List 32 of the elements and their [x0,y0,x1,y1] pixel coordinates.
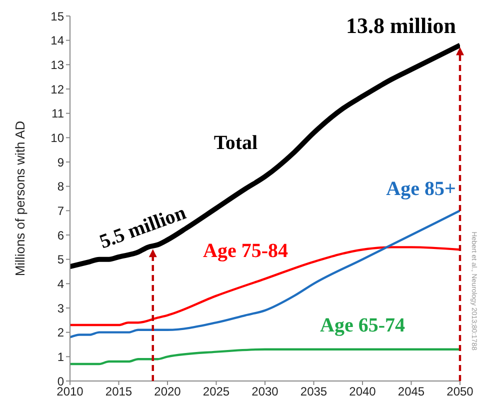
y-tick-label: 14 [50,34,64,48]
y-tick-label: 13 [50,58,64,72]
y-tick-label: 7 [57,204,64,218]
y-tick-label: 8 [57,180,64,194]
x-tick-label: 2045 [398,384,425,399]
series-label: Age 65-74 [320,314,405,336]
y-tick-label: 15 [50,9,64,24]
x-tick-label: 2020 [154,384,182,399]
y-tick-label: 6 [57,228,64,242]
x-tick-label: 2035 [300,384,328,399]
y-axis-title: Millions of persons with AD [12,120,28,276]
series-label: Age 85+ [386,178,456,200]
y-tick-label: 9 [57,155,64,170]
y-tick-label: 12 [50,82,64,96]
y-tick-label: 5 [57,252,64,267]
x-tick-label: 2015 [105,384,132,399]
annotation: 13.8 million [346,13,456,38]
annotation: 5.5 million [96,202,189,254]
y-tick-label: 11 [52,106,64,121]
x-tick-label: 2050 [446,384,474,399]
series-label: Age 75-84 [203,240,288,262]
y-tick-label: 3 [57,301,64,316]
series-label: Total [214,132,258,154]
y-tick-label: 4 [57,276,64,291]
y-tick-label: 10 [50,130,64,145]
line-series [70,348,460,366]
y-tick-label: 1 [57,350,64,364]
y-tick-label: 2 [57,326,64,340]
x-tick-label: 2025 [202,384,230,399]
line-series [70,210,460,338]
x-tick-label: 2040 [349,384,376,399]
x-tick-label: 2030 [252,384,279,399]
